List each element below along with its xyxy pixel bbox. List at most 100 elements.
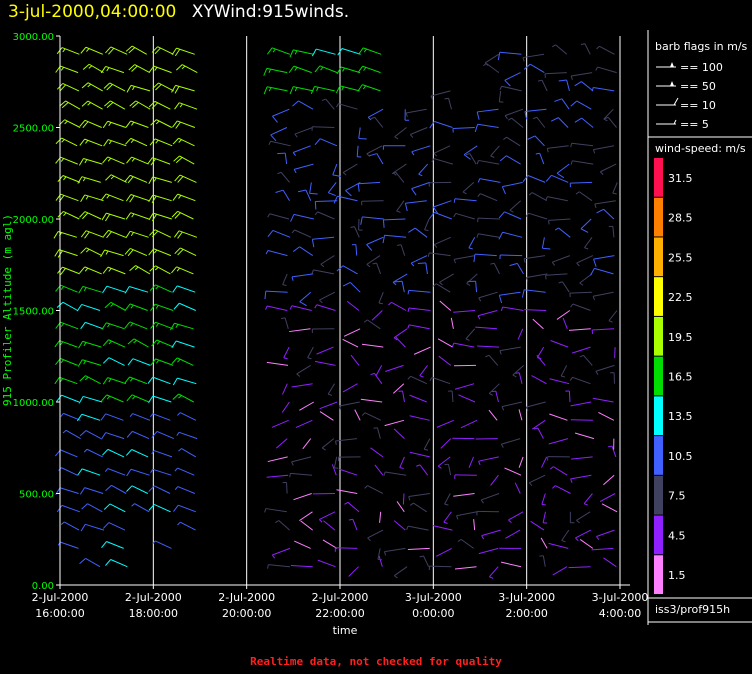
wind-barb — [322, 539, 338, 549]
wind-barb — [127, 358, 151, 366]
barb-shaft — [158, 82, 174, 92]
barb-shaft — [443, 511, 452, 523]
barb-feather — [291, 229, 296, 234]
wind-barb — [480, 493, 500, 504]
wind-barb — [450, 317, 454, 329]
wind-barb — [124, 247, 148, 257]
wind-barb — [104, 100, 126, 110]
barb-shaft — [61, 504, 80, 513]
barb-feather — [54, 377, 60, 385]
barb-feather — [127, 176, 134, 184]
barb-feather — [148, 485, 155, 492]
barb-shaft — [537, 427, 544, 439]
barb-feather — [357, 65, 364, 74]
wind-barb — [281, 317, 289, 329]
wind-barb — [350, 226, 360, 238]
barb-shaft — [319, 401, 338, 410]
barb-feather — [521, 289, 525, 298]
barb-feather — [171, 85, 176, 93]
barb-feather — [124, 321, 131, 329]
barb-shaft — [392, 383, 405, 394]
wind-barb — [554, 98, 570, 110]
barb-shaft — [599, 45, 615, 55]
barb-shaft — [107, 120, 127, 128]
wind-barb — [599, 163, 617, 175]
barb-shaft — [561, 529, 570, 541]
barb-shaft — [439, 273, 454, 283]
barb-feather — [468, 247, 473, 250]
barb-shaft — [60, 321, 79, 330]
barb-shaft — [570, 401, 592, 407]
wind-barb — [393, 428, 405, 439]
barb-feather — [336, 103, 339, 108]
barb-feather — [78, 286, 84, 294]
wind-barb — [294, 127, 313, 138]
wind-barb — [357, 65, 381, 74]
barb-feather — [101, 541, 107, 549]
barb-shaft — [611, 445, 617, 458]
x-tick-date: 2-Jul-2000 — [218, 591, 275, 604]
wind-barb — [282, 383, 288, 395]
wind-barb — [439, 273, 454, 286]
wind-barb — [103, 229, 126, 239]
barb-feather — [172, 377, 178, 386]
wind-barb — [55, 137, 78, 147]
wind-barb — [174, 102, 198, 110]
barb-feather — [584, 247, 589, 250]
legend-barb-flag — [670, 81, 674, 86]
barb-feather — [152, 540, 156, 545]
wind-barb — [78, 158, 103, 166]
barb-feather — [154, 67, 158, 71]
barb-shaft — [506, 136, 521, 147]
barb-shaft — [561, 98, 570, 110]
barb-feather — [432, 206, 439, 214]
barb-feather — [504, 115, 508, 120]
legend-barb-flag — [670, 62, 674, 67]
wind-barb — [598, 412, 615, 421]
barb-shaft — [106, 394, 124, 403]
x-tick-time: 16:00:00 — [35, 607, 84, 620]
wind-barb — [531, 419, 546, 430]
barb-feather — [370, 116, 375, 120]
wind-barb — [475, 326, 498, 330]
wind-barb — [428, 181, 452, 187]
wind-barb — [370, 116, 384, 128]
wind-barb — [575, 529, 592, 542]
barb-shaft — [455, 212, 475, 220]
barb-feather — [592, 296, 596, 301]
barb-shaft — [59, 340, 78, 348]
barb-feather — [177, 358, 181, 363]
barb-feather — [358, 47, 364, 55]
barb-shaft — [469, 153, 477, 165]
barb-shaft — [179, 102, 198, 110]
barb-feather — [128, 64, 135, 71]
wind-barb — [57, 266, 80, 275]
wind-barb — [410, 255, 428, 267]
barb-feather — [103, 82, 111, 89]
wind-barb — [490, 262, 500, 275]
barb-feather — [102, 120, 109, 129]
barb-feather — [82, 212, 89, 220]
barb-feather — [570, 75, 573, 80]
barb-feather — [522, 175, 529, 183]
barb-feather — [484, 62, 489, 66]
barb-shaft — [396, 200, 405, 212]
barb-shaft — [568, 566, 591, 569]
barb-feather — [596, 208, 604, 214]
barb-shaft — [343, 328, 361, 337]
wind-barb — [319, 291, 336, 304]
wind-barb — [311, 126, 335, 131]
barb-feather — [149, 284, 156, 292]
wind-barb — [429, 120, 453, 129]
barb-shaft — [361, 200, 384, 202]
wind-barb — [56, 82, 80, 92]
barb-feather — [501, 406, 505, 411]
barb-shaft — [294, 229, 312, 238]
barb-shaft — [358, 127, 361, 139]
barb-feather — [148, 176, 154, 185]
barb-shaft — [548, 218, 571, 221]
wind-barb — [267, 456, 288, 463]
wind-barb — [562, 317, 568, 329]
barb-feather — [263, 68, 268, 76]
wind-barb — [571, 346, 591, 354]
